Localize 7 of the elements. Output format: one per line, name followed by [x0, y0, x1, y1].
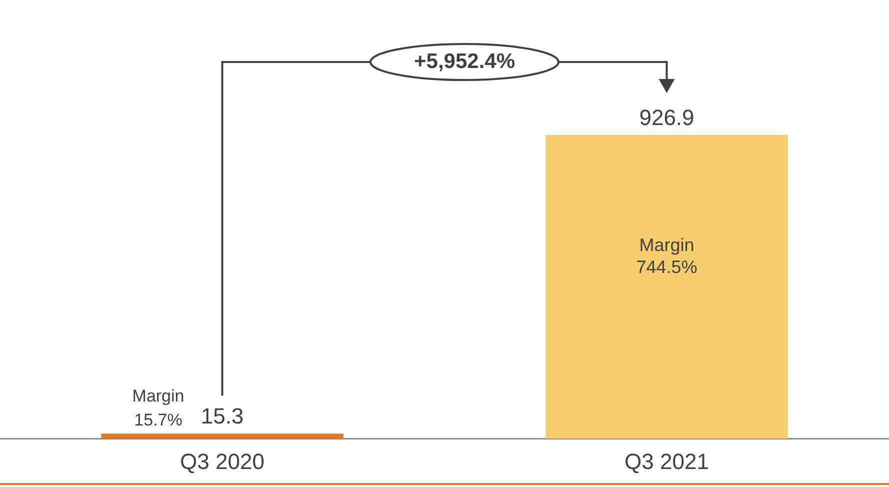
annotation: Margin 744.5% — [636, 234, 698, 277]
text: +5,952.4% — [414, 50, 516, 73]
x-tick-label: Q3 2021 — [624, 448, 709, 474]
annotation: Margin 15.7% — [132, 386, 184, 430]
data-label: 926.9 — [639, 105, 694, 130]
x-tick-label: Q3 2020 — [180, 448, 264, 474]
data-label: 15.3 — [200, 404, 244, 429]
